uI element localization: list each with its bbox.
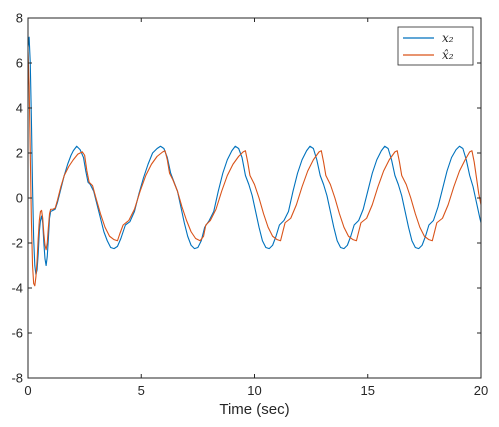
y-tick-label: -2 — [11, 236, 23, 251]
x-tick-label: 5 — [138, 383, 145, 398]
legend-box — [397, 26, 474, 66]
x-tick-label: 10 — [247, 383, 261, 398]
x-tick-label: 0 — [24, 383, 31, 398]
x-tick-label: 15 — [361, 383, 375, 398]
y-tick-label: 8 — [16, 11, 23, 26]
x-axis-label: Time (sec) — [219, 401, 289, 418]
y-tick-label: -8 — [11, 371, 23, 386]
legend: x₂ x̂₂ — [397, 26, 474, 66]
legend-label-2: x̂₂ — [442, 48, 454, 62]
plot-series — [28, 36, 481, 287]
y-tick-label: 4 — [16, 101, 23, 116]
y-tick-label: 2 — [16, 146, 23, 161]
y-tick-label: 6 — [16, 56, 23, 71]
y-tick-label: -6 — [11, 326, 23, 341]
x-tick-label: 20 — [474, 383, 488, 398]
series-line-2 — [28, 51, 481, 287]
y-tick-label: -4 — [11, 281, 23, 296]
y-axis-ticks: -8 -6 -4 -2 0 2 4 6 8 — [11, 11, 481, 386]
x-axis-ticks: 0 5 10 15 20 — [24, 18, 488, 398]
legend-label-1: x₂ — [442, 31, 454, 45]
y-tick-label: 0 — [16, 191, 23, 206]
